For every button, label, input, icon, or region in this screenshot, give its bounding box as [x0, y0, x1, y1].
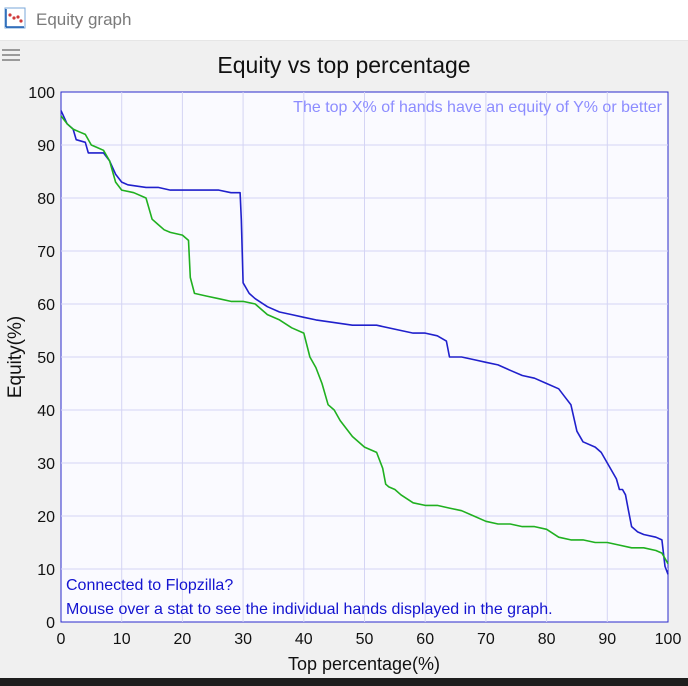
x-tick-label-70: 70	[477, 631, 495, 648]
y-tick-label-0: 0	[46, 615, 55, 632]
x-tick-label-20: 20	[174, 631, 192, 648]
x-tick-label-0: 0	[57, 631, 66, 648]
x-tick-label-90: 90	[598, 631, 616, 648]
window-title: Equity graph	[36, 10, 132, 29]
x-tick-label-10: 10	[113, 631, 131, 648]
series-lines	[60, 110, 669, 575]
window-titlebar: Equity graph	[0, 0, 688, 41]
chart-app-icon	[4, 7, 26, 29]
y-tick-label-100: 100	[28, 85, 55, 102]
x-tick-label-30: 30	[234, 631, 252, 648]
annotation-connected: Connected to Flopzilla?	[66, 577, 233, 594]
x-axis-label: Top percentage(%)	[288, 654, 440, 674]
hamburger-menu-icon[interactable]	[2, 46, 22, 62]
y-tick-label-80: 80	[37, 191, 55, 208]
tick-labels: 0 10 20 30 40 50 60 70 80 90 100 0 10 20 30 40 50 60 70 80 9…	[28, 85, 681, 648]
y-tick-label-60: 60	[37, 297, 55, 314]
y-tick-label-40: 40	[37, 403, 55, 420]
y-tick-label-30: 30	[37, 456, 55, 473]
y-tick-label-50: 50	[37, 350, 55, 367]
y-tick-label-70: 70	[37, 244, 55, 261]
y-axis-label: Equity(%)	[5, 316, 26, 398]
x-tick-label-100: 100	[655, 631, 682, 648]
chart-subtitle: The top X% of hands have an equity of Y%…	[293, 99, 663, 116]
chart-title: Equity vs top percentage	[217, 52, 471, 78]
x-tick-label-80: 80	[538, 631, 556, 648]
grid-lines	[61, 92, 668, 622]
series-line-2	[60, 115, 669, 565]
annotation-mouse-over: Mouse over a stat to see the individual …	[66, 601, 553, 618]
taskbar-edge	[0, 678, 688, 686]
y-tick-label-20: 20	[37, 509, 55, 526]
y-tick-label-90: 90	[37, 138, 55, 155]
series-line-1	[60, 110, 669, 575]
y-tick-label-10: 10	[37, 562, 55, 579]
x-tick-label-50: 50	[356, 631, 374, 648]
x-tick-label-60: 60	[416, 631, 434, 648]
x-tick-label-40: 40	[295, 631, 313, 648]
